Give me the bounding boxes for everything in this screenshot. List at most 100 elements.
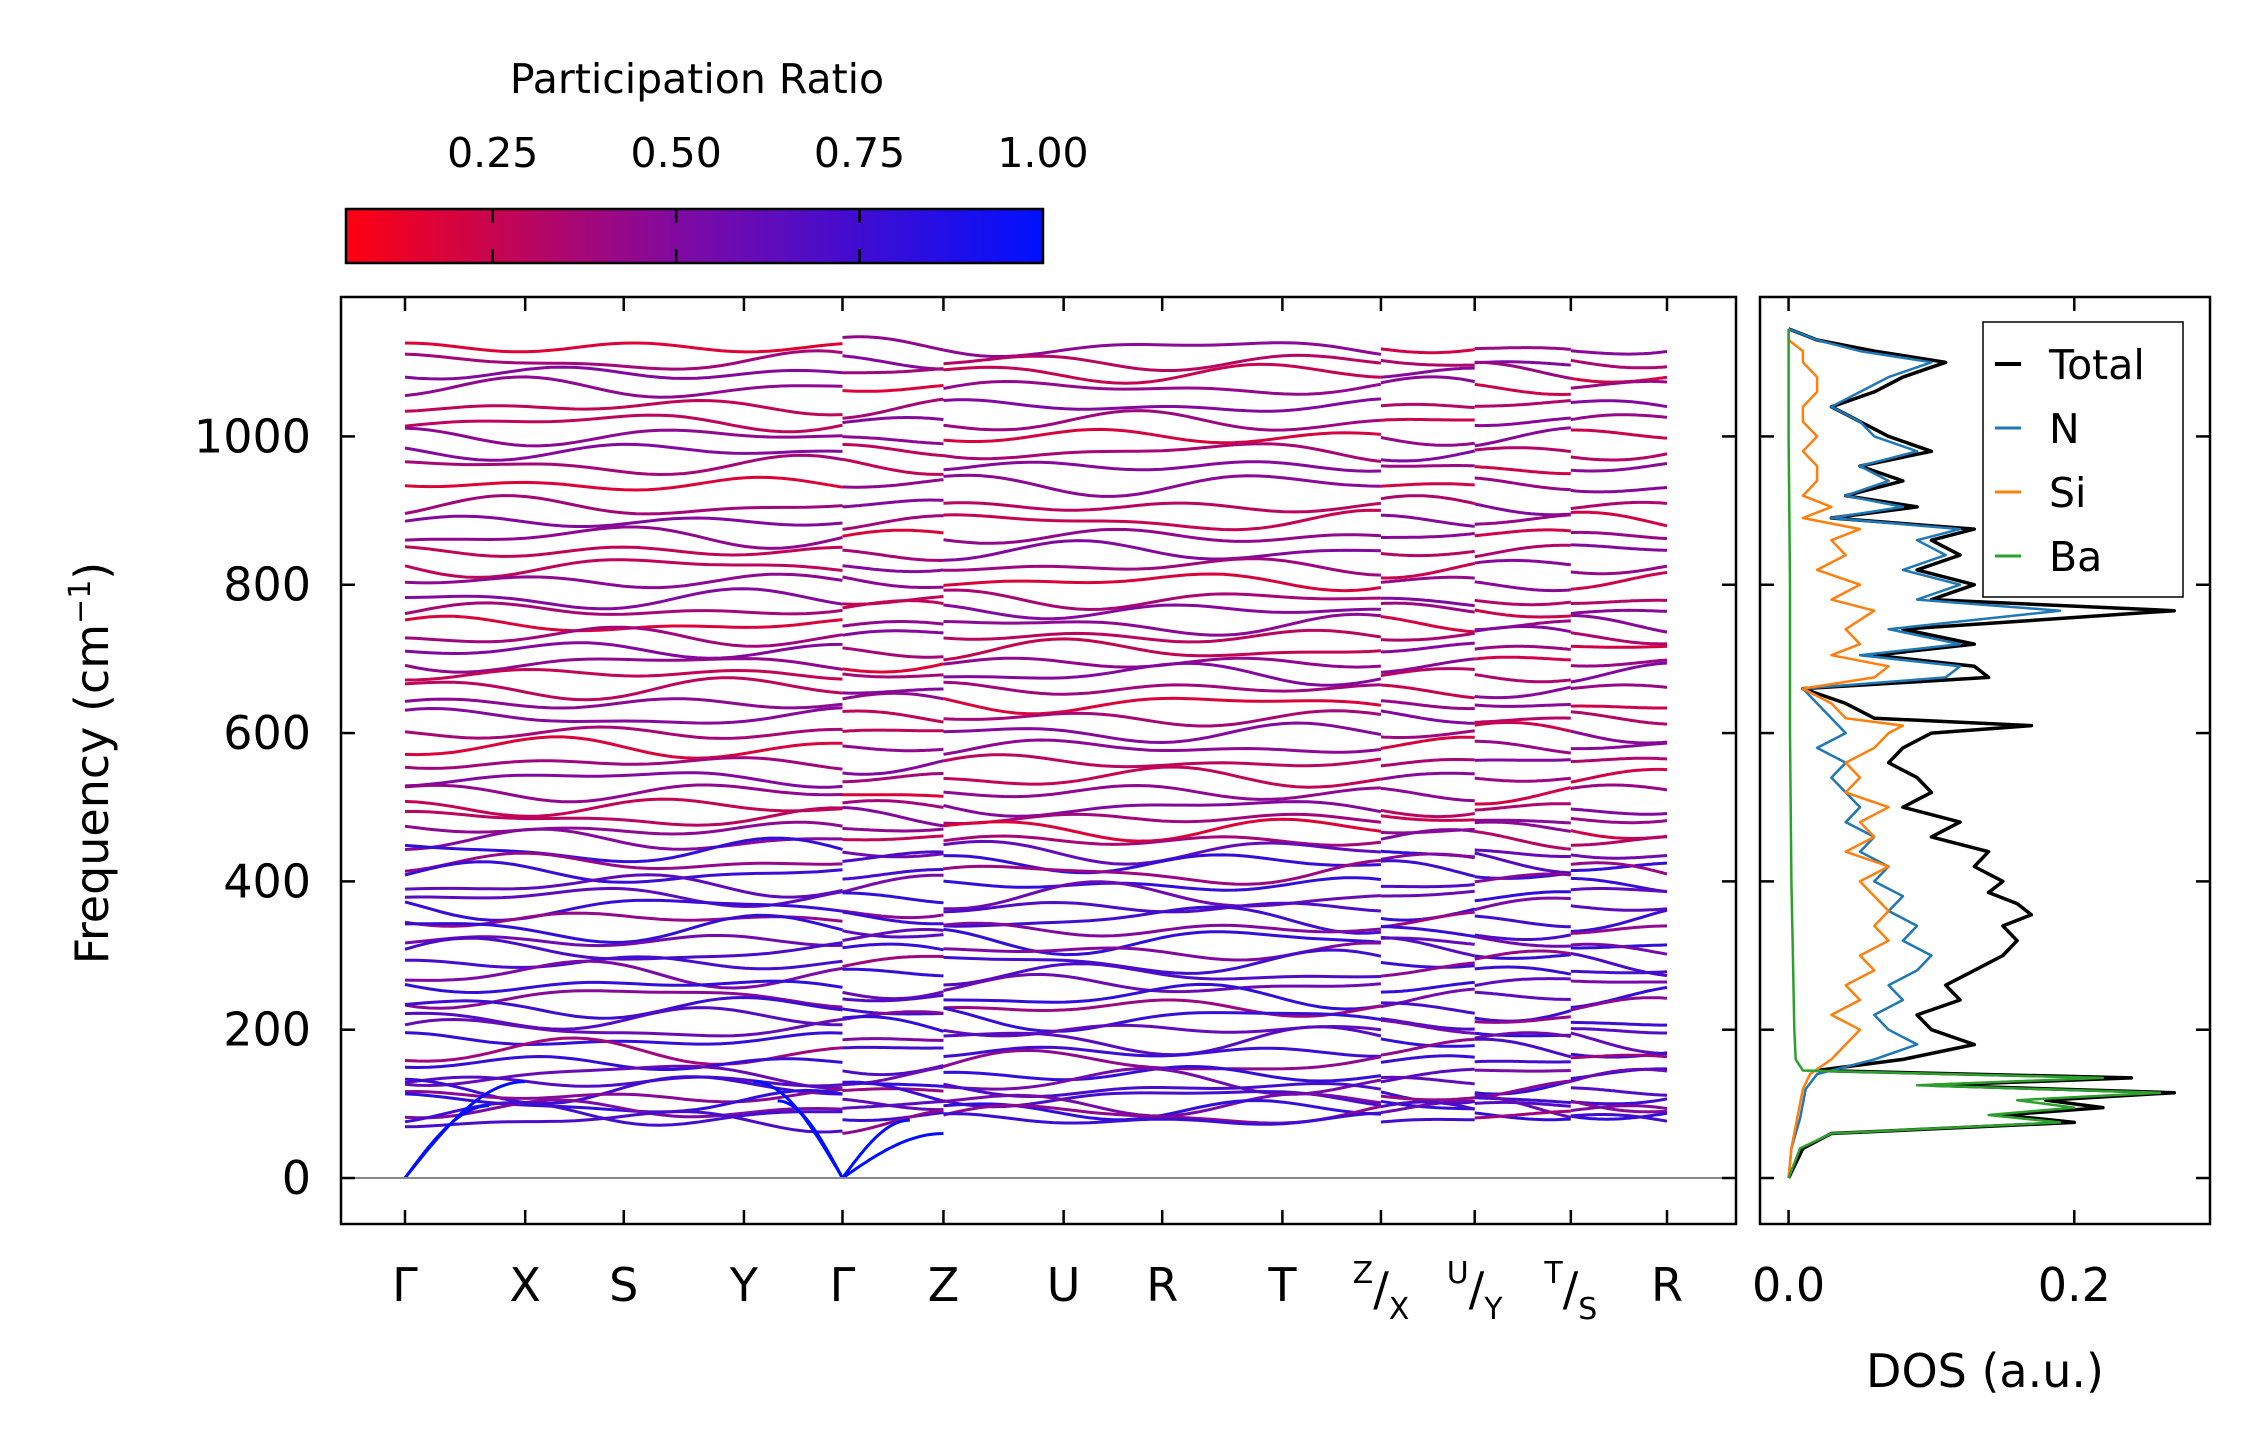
band-line [943,508,1381,532]
band-line [1570,979,1667,984]
band-line [404,442,843,462]
band-line [1380,936,1475,958]
band-line [1570,543,1668,552]
band-line [404,453,843,477]
band-line [842,416,944,424]
band-line [1474,933,1572,941]
band-line [943,612,1382,637]
band-line [1474,872,1571,884]
band-line [1474,758,1571,762]
band-line [1570,1020,1667,1027]
band-line [404,706,843,725]
band-line [404,1054,843,1071]
band-line [943,637,1381,662]
band-line [1380,709,1475,725]
band-line [404,1109,843,1134]
y-axis-label-main: Frequency (cm [65,624,119,964]
band-line [404,676,843,702]
band-line [404,349,843,371]
band-line [842,564,944,574]
band-line [842,709,944,724]
kpoint-label: S [609,1258,638,1312]
band-line [842,929,944,939]
legend-label: Total [2048,341,2145,389]
band-line [1474,851,1571,875]
band-line [1474,625,1572,634]
band-line [1474,820,1572,833]
band-line [1570,783,1668,792]
band-line [842,1080,944,1103]
band-line [1474,655,1571,662]
band-line [1380,1099,1475,1115]
band-line [943,379,1382,396]
band-line [842,1087,944,1093]
band-line [1570,756,1668,764]
band-line [842,457,944,476]
band-line [1474,977,1571,988]
band-line [1570,571,1668,591]
band-line [1570,598,1667,605]
band-line [1474,528,1571,538]
band-line [1474,914,1571,929]
band-line [1380,562,1475,580]
band-line [842,928,944,942]
band-line [842,435,944,446]
band-line [404,514,843,528]
band-line [1570,904,1668,912]
band-line [842,548,944,563]
band-line [943,858,1382,886]
band-line [1570,1097,1668,1106]
band-line [842,575,944,589]
band-x-axis: Γ X S Y Γ Z U R T Z/X U/Y T/S R [392,297,1683,1327]
band-line [1380,1001,1475,1015]
band-line [1380,883,1475,889]
band-line [1380,889,1475,898]
band-line [1380,575,1475,584]
band-line [404,558,843,579]
band-line [943,800,1382,818]
band-line [1380,347,1475,355]
band-line [943,880,1381,911]
dos-lines [1787,327,2177,1179]
band-line [842,367,944,375]
band-line [1380,549,1475,558]
band-line [1570,462,1668,473]
band-line [842,834,944,842]
kpoint-label: T [1267,1258,1297,1312]
band-line [404,1031,843,1047]
band-line [1380,960,1475,969]
band-line [404,995,843,1020]
band-line [1570,349,1668,356]
band-line [1380,808,1475,819]
band-line [1380,641,1475,654]
band-line [1570,996,1668,1012]
band-line [1570,908,1668,933]
band-line [1474,1111,1571,1122]
band-line [404,413,843,434]
band-line [1380,1067,1475,1084]
band-line [1380,910,1475,929]
band-line [1380,375,1475,385]
band-line [943,1111,1381,1126]
band-line [943,362,1381,385]
band-line [1474,818,1571,825]
band-line [842,850,944,859]
band-line [943,427,1382,445]
band-line [842,993,944,1003]
band-line [943,948,1382,975]
acoustic-branch [777,1099,844,1179]
band-line [943,409,1382,432]
band-line [1474,802,1571,812]
y-axis-label-sup: −1 [63,580,98,624]
band-line [1380,615,1475,634]
kpoint-label: U [1047,1258,1081,1312]
band-line [404,1098,843,1120]
band-line [1570,767,1668,784]
band-line [842,990,944,1001]
band-line [943,588,1381,612]
band-line [405,806,843,827]
dos-panel: 0.0 0.2 DOS (a.u.) Total N Si Ba [1752,295,2212,1398]
band-line [404,365,843,381]
band-line [1474,598,1571,607]
band-line [1474,848,1571,858]
